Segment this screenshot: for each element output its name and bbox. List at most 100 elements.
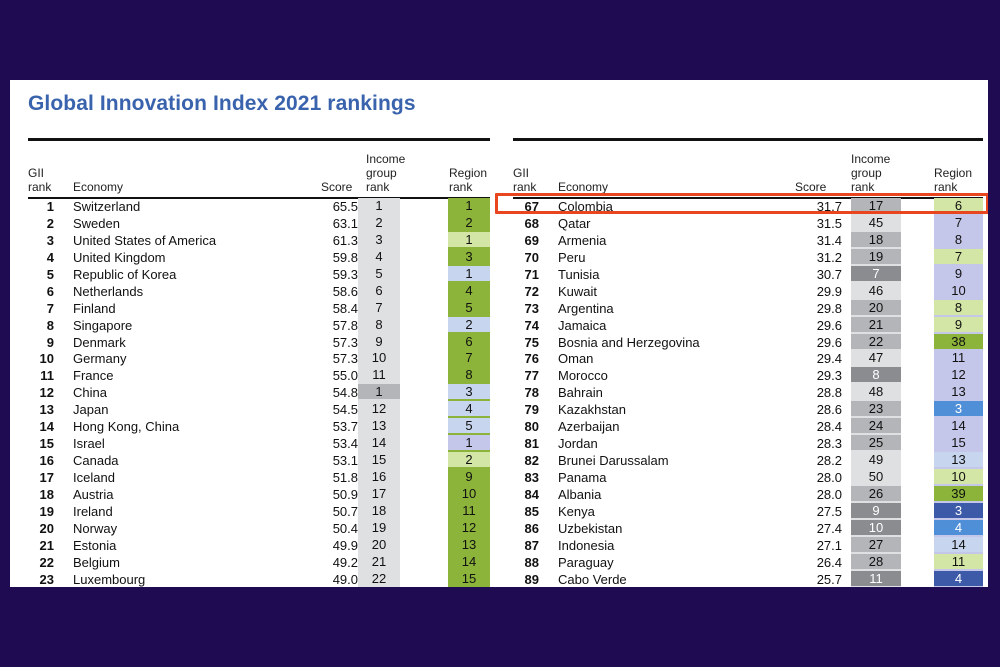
economy-cell: Estonia [73, 537, 117, 553]
economy-cell: Germany [73, 351, 127, 367]
score-cell: 65.5 [332, 199, 358, 214]
economy-cell: Colombia [558, 199, 613, 214]
region-rank-cell: 10 [934, 469, 983, 484]
table-row: 81 Jordan 28.3 25 15 [513, 435, 983, 452]
table-row: 67 Colombia 31.7 17 6 [513, 198, 983, 215]
table-row: 16 Canada 53.1 15 2 [28, 452, 490, 469]
gii-rank-cell: 89 [524, 571, 539, 587]
table-row: 22 Belgium 49.2 21 14 [28, 553, 490, 571]
gii-rank-cell: 10 [39, 351, 54, 367]
gii-rank-cell: 22 [39, 554, 54, 570]
region-rank-cell: 3 [934, 502, 983, 518]
score-cell: 29.6 [816, 334, 842, 350]
gii-rank-cell: 86 [524, 520, 539, 536]
table-row: 15 Israel 53.4 14 1 [28, 435, 490, 452]
economy-cell: Azerbaijan [558, 419, 620, 435]
region-rank-cell: 7 [934, 214, 983, 230]
header-gii-rank: GII rank [28, 166, 52, 194]
score-cell: 59.3 [332, 266, 358, 282]
page-title: Global Innovation Index 2021 rankings [28, 92, 416, 115]
income-group-rank-cell: 11 [851, 570, 901, 586]
economy-cell: Hong Kong, China [73, 419, 180, 435]
score-cell: 25.7 [816, 571, 842, 587]
economy-cell: Tunisia [558, 266, 600, 282]
region-rank-cell: 14 [934, 536, 983, 552]
region-rank-cell: 1 [448, 265, 490, 281]
table-row: 9 Denmark 57.3 9 6 [28, 333, 490, 351]
income-group-rank-cell: 1 [358, 384, 400, 400]
gii-rank-cell: 76 [524, 351, 539, 367]
score-cell: 57.8 [332, 317, 358, 333]
income-group-rank-cell: 25 [851, 435, 901, 451]
region-rank-cell: 9 [448, 469, 490, 484]
table-row: 88 Paraguay 26.4 28 11 [513, 553, 983, 571]
colombia-highlight-box [495, 193, 988, 214]
economy-cell: Norway [73, 520, 118, 536]
income-group-rank-cell: 4 [358, 248, 400, 264]
score-cell: 28.2 [816, 453, 842, 469]
header-region-rank: Region rank [934, 166, 973, 194]
region-rank-cell: 1 [448, 231, 490, 247]
table-row: 79 Kazakhstan 28.6 23 3 [513, 401, 983, 418]
table-row: 84 Albania 28.0 26 39 [513, 485, 983, 503]
gii-rank-cell: 5 [46, 266, 54, 282]
table-row: 14 Hong Kong, China 53.7 13 5 [28, 418, 490, 435]
income-group-rank-cell: 23 [851, 401, 901, 417]
score-cell: 31.2 [816, 249, 842, 265]
gii-rank-cell: 80 [524, 419, 539, 435]
gii-rank-cell: 15 [39, 436, 54, 452]
region-rank-cell: 13 [934, 384, 983, 400]
income-group-rank-cell: 19 [851, 248, 901, 264]
table-row: 68 Qatar 31.5 45 7 [513, 214, 983, 232]
region-rank-cell: 1 [448, 435, 490, 451]
economy-cell: Austria [73, 486, 114, 502]
table-row: 74 Jamaica 29.6 21 9 [513, 316, 983, 334]
header-income-group-rank: Income group rank [366, 152, 406, 194]
income-group-rank-cell: 2 [358, 214, 400, 230]
economy-cell: Canada [73, 453, 119, 469]
header-score: Score [321, 180, 353, 194]
score-cell: 29.4 [816, 351, 842, 367]
score-cell: 28.0 [816, 470, 842, 485]
table-row: 75 Bosnia and Herzegovina 29.6 22 38 [513, 333, 983, 351]
header-economy: Economy [558, 180, 609, 194]
income-group-rank-cell: 12 [358, 401, 400, 417]
gii-rank-cell: 23 [39, 571, 54, 587]
score-cell: 31.5 [816, 215, 842, 231]
table-row: 19 Ireland 50.7 18 11 [28, 502, 490, 520]
table-row: 3 United States of America 61.3 3 1 [28, 231, 490, 249]
economy-cell: Switzerland [73, 199, 141, 214]
income-group-rank-cell: 50 [851, 469, 901, 484]
gii-rank-cell: 72 [524, 283, 539, 299]
table-row: 83 Panama 28.0 50 10 [513, 469, 983, 486]
economy-cell: Jamaica [558, 317, 607, 333]
score-cell: 49.9 [332, 537, 358, 553]
economy-cell: Luxembourg [73, 571, 146, 587]
economy-cell: Singapore [73, 317, 133, 333]
income-group-rank-cell: 46 [851, 282, 901, 298]
gii-rank-cell: 4 [46, 249, 54, 265]
score-cell: 58.4 [332, 300, 358, 316]
region-rank-cell: 5 [448, 418, 490, 434]
score-cell: 57.3 [332, 351, 358, 367]
income-group-rank-cell: 26 [851, 485, 901, 501]
header-gii-rank: GII rank [513, 166, 537, 194]
region-rank-cell: 10 [934, 282, 983, 298]
region-rank-cell: 7 [448, 350, 490, 366]
gii-rank-cell: 84 [524, 486, 539, 502]
table-row: 82 Brunei Darussalam 28.2 49 13 [513, 452, 983, 469]
score-cell: 51.8 [332, 470, 358, 485]
income-group-rank-cell: 18 [358, 502, 400, 518]
score-cell: 58.6 [332, 283, 358, 299]
score-cell: 26.4 [816, 554, 842, 570]
income-group-rank-cell: 7 [358, 299, 400, 315]
region-rank-cell: 12 [934, 367, 983, 383]
score-cell: 30.7 [816, 266, 842, 282]
table-row: 18 Austria 50.9 17 10 [28, 485, 490, 503]
table-row: 87 Indonesia 27.1 27 14 [513, 536, 983, 554]
gii-rank-cell: 85 [524, 503, 539, 519]
gii-rank-cell: 13 [39, 402, 54, 418]
economy-cell: Paraguay [558, 554, 614, 570]
region-rank-cell: 6 [934, 198, 983, 213]
region-rank-cell: 12 [448, 519, 490, 535]
